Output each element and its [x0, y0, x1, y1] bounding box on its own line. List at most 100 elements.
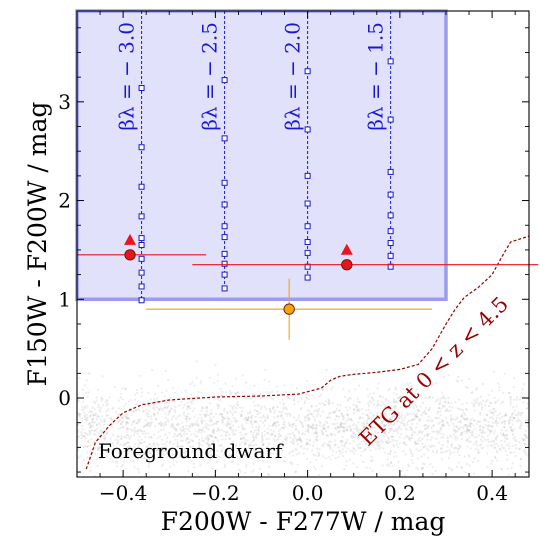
foreground-point — [175, 423, 178, 426]
foreground-point — [215, 420, 219, 423]
foreground-point — [327, 425, 330, 428]
y-tick-label: 0 — [58, 386, 71, 410]
foreground-point — [98, 422, 101, 425]
foreground-point — [298, 432, 301, 435]
foreground-point — [136, 391, 139, 394]
foreground-point — [117, 399, 120, 402]
foreground-point — [415, 415, 418, 418]
foreground-point — [253, 421, 256, 424]
foreground-point — [201, 406, 204, 409]
foreground-point — [414, 441, 417, 444]
foreground-point — [91, 424, 94, 427]
foreground-point — [493, 455, 497, 459]
foreground-point — [193, 415, 196, 418]
foreground-point — [441, 423, 444, 426]
foreground-point — [91, 406, 94, 409]
foreground-point — [381, 400, 384, 404]
foreground-point — [306, 442, 309, 446]
foreground-point — [367, 408, 370, 411]
foreground-point — [384, 398, 387, 401]
foreground-point — [111, 423, 114, 426]
beta-track-label: βλ = − 1.5 — [364, 22, 388, 131]
foreground-point — [307, 428, 310, 432]
foreground-point — [112, 433, 115, 437]
foreground-point — [306, 409, 309, 412]
foreground-point — [466, 386, 469, 389]
foreground-point — [492, 440, 495, 443]
foreground-point — [482, 399, 485, 402]
foreground-point — [85, 417, 88, 420]
foreground-point — [282, 417, 285, 420]
beta-track-marker — [304, 274, 311, 281]
foreground-point — [239, 406, 242, 409]
foreground-point — [465, 408, 468, 411]
foreground-point — [170, 417, 173, 421]
foreground-point — [252, 436, 255, 439]
foreground-point — [276, 455, 279, 458]
foreground-point — [274, 434, 277, 437]
foreground-point — [388, 387, 391, 390]
foreground-point — [399, 421, 402, 424]
foreground-point — [492, 417, 495, 420]
foreground-point — [319, 422, 322, 425]
foreground-point — [342, 425, 345, 428]
foreground-point — [514, 443, 517, 447]
foreground-point — [99, 446, 102, 449]
foreground-point — [179, 439, 183, 442]
plot-frame — [76, 10, 530, 478]
foreground-point — [479, 401, 482, 404]
foreground-point — [210, 412, 214, 415]
foreground-point — [362, 440, 366, 443]
foreground-point — [102, 442, 105, 445]
foreground-point — [442, 394, 445, 397]
foreground-point — [516, 396, 519, 399]
foreground-point — [493, 432, 496, 435]
foreground-point — [284, 425, 287, 429]
foreground-point — [305, 443, 308, 446]
foreground-point — [212, 441, 215, 444]
foreground-point — [221, 420, 224, 423]
foreground-point — [312, 441, 316, 444]
foreground-point — [407, 384, 410, 387]
foreground-point — [164, 416, 167, 419]
foreground-point — [287, 395, 290, 399]
foreground-point — [327, 403, 330, 406]
foreground-point — [371, 459, 374, 462]
foreground-point — [164, 433, 167, 436]
foreground-point — [370, 426, 373, 429]
foreground-point — [387, 439, 390, 442]
foreground-point — [127, 446, 130, 449]
foreground-point — [191, 439, 194, 442]
foreground-point — [188, 417, 191, 421]
foreground-point — [189, 383, 192, 386]
foreground-point — [288, 397, 291, 400]
foreground-point — [133, 466, 136, 469]
foreground-point — [288, 452, 291, 455]
foreground-point — [473, 457, 476, 460]
foreground-point — [338, 409, 341, 412]
foreground-point — [243, 428, 246, 431]
foreground-point — [176, 445, 179, 448]
foreground-point — [369, 411, 372, 414]
foreground-point — [406, 469, 409, 472]
foreground-point — [393, 401, 396, 404]
foreground-point — [132, 410, 135, 413]
foreground-point — [217, 439, 220, 442]
foreground-point — [303, 433, 307, 436]
foreground-point — [79, 413, 82, 416]
foreground-point — [316, 438, 319, 441]
foreground-point — [501, 446, 504, 449]
foreground-point — [212, 415, 215, 418]
foreground-point — [431, 419, 434, 422]
foreground-point — [491, 459, 494, 463]
foreground-point — [169, 441, 172, 444]
foreground-point — [416, 415, 419, 418]
foreground-point — [435, 437, 438, 440]
foreground-point — [444, 397, 447, 400]
foreground-point — [185, 417, 188, 420]
foreground-point — [450, 435, 453, 438]
foreground-point — [462, 425, 465, 428]
foreground-point — [498, 385, 501, 389]
foreground-point — [180, 401, 183, 404]
foreground-point — [443, 405, 446, 408]
